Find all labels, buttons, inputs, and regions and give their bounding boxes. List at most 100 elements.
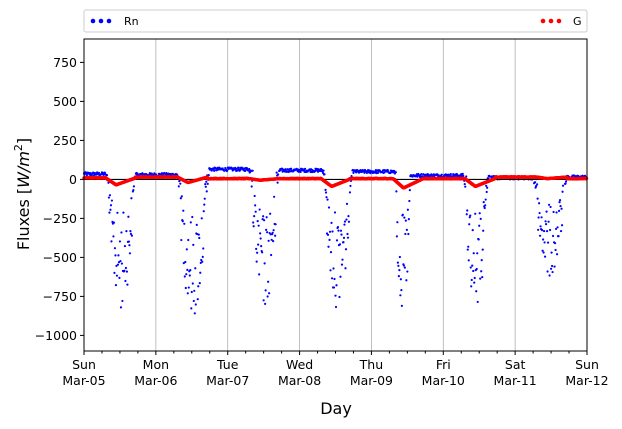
x-tick-label-date: Mar-08 <box>278 373 321 388</box>
y-tick-label: 750 <box>53 55 77 70</box>
x-tick-label-date: Mar-07 <box>206 373 249 388</box>
rn-point <box>108 194 112 197</box>
series-g <box>82 175 589 190</box>
rn-point <box>252 221 255 224</box>
rn-point <box>543 241 546 244</box>
rn-point <box>399 278 402 281</box>
rn-point <box>269 212 272 215</box>
rn-point <box>103 171 107 174</box>
rn-point <box>260 245 263 248</box>
rn-point <box>335 284 338 287</box>
rn-point <box>540 229 544 232</box>
rn-point <box>537 216 540 219</box>
rn-point <box>400 288 403 292</box>
rn-point <box>90 173 94 177</box>
rn-point <box>189 221 192 224</box>
rn-point <box>326 198 329 201</box>
rn-point <box>538 211 541 215</box>
rn-point <box>538 234 542 237</box>
rn-point <box>193 312 196 315</box>
legend: Rn G <box>83 9 588 33</box>
rn-point <box>254 210 257 213</box>
rn-point <box>344 267 347 270</box>
rn-point <box>546 270 549 273</box>
rn-point <box>115 264 118 268</box>
rn-point <box>190 290 193 294</box>
rn-point <box>405 228 408 231</box>
plot-frame <box>83 38 588 352</box>
rn-point <box>342 241 345 244</box>
rn-point <box>481 275 484 279</box>
x-tick-label-day: Sun <box>72 357 96 372</box>
x-tick-label-date: Mar-12 <box>565 373 608 388</box>
rn-point <box>256 251 259 254</box>
rn-point <box>480 270 483 273</box>
x-tick-label-date: Mar-10 <box>422 373 465 388</box>
rn-point <box>267 239 270 242</box>
rn-point <box>559 204 562 208</box>
legend-g-label: G <box>573 15 582 28</box>
rn-point <box>333 211 337 214</box>
rn-point <box>136 172 139 175</box>
rn-point <box>561 184 565 187</box>
rn-point <box>404 219 407 222</box>
rn-point <box>324 191 328 194</box>
rn-point <box>110 199 114 202</box>
rn-point <box>332 286 336 289</box>
rn-point <box>130 234 133 237</box>
rn-point <box>273 195 276 198</box>
rn-point <box>321 171 325 175</box>
rn-point <box>555 211 558 214</box>
rn-point <box>330 277 334 280</box>
rn-point <box>128 252 132 255</box>
rn-point <box>376 171 380 175</box>
rn-point <box>484 204 487 207</box>
rn-point <box>274 223 277 226</box>
rn-point <box>274 234 277 237</box>
rn-point <box>202 247 205 250</box>
legend-rn: Rn <box>90 15 139 28</box>
rn-point <box>250 185 253 188</box>
rn-point <box>341 258 344 261</box>
rn-point <box>548 274 551 277</box>
y-axis-title-var: W/m <box>14 151 33 188</box>
rn-point <box>331 230 334 233</box>
rn-point <box>349 184 352 188</box>
x-tick-label-day: Tue <box>216 357 239 372</box>
rn-point <box>482 229 485 232</box>
rn-point <box>187 238 190 242</box>
rn-point <box>555 253 559 256</box>
rn-point <box>183 275 186 278</box>
rn-point <box>407 232 410 236</box>
rn-point <box>191 215 194 219</box>
rn-point <box>545 230 549 233</box>
rn-point <box>252 225 255 228</box>
rn-point <box>470 278 473 282</box>
rn-point <box>121 299 124 303</box>
y-tick-label: −750 <box>43 289 77 304</box>
rn-point <box>182 209 185 212</box>
rn-point <box>181 220 184 223</box>
rn-point <box>408 189 411 192</box>
rn-point <box>118 240 122 243</box>
rn-point <box>328 238 331 241</box>
rn-point <box>197 233 200 236</box>
x-tick-label-date: Mar-06 <box>134 373 177 388</box>
rn-point <box>264 289 267 292</box>
rn-point <box>547 220 550 223</box>
rn-point <box>327 206 331 209</box>
rn-point <box>336 225 340 229</box>
rn-point <box>398 255 401 259</box>
rn-point <box>258 273 261 276</box>
y-tick-label: 500 <box>53 94 77 109</box>
rn-point <box>474 212 477 215</box>
rn-point <box>346 236 350 239</box>
rn-point <box>177 185 180 188</box>
x-tick-label-day: Mon <box>143 357 169 372</box>
rn-point <box>201 260 204 263</box>
legend-g-marker <box>548 18 554 24</box>
x-tick-label-date: Mar-05 <box>62 373 105 388</box>
rn-point <box>120 231 123 234</box>
rn-point <box>400 304 403 307</box>
